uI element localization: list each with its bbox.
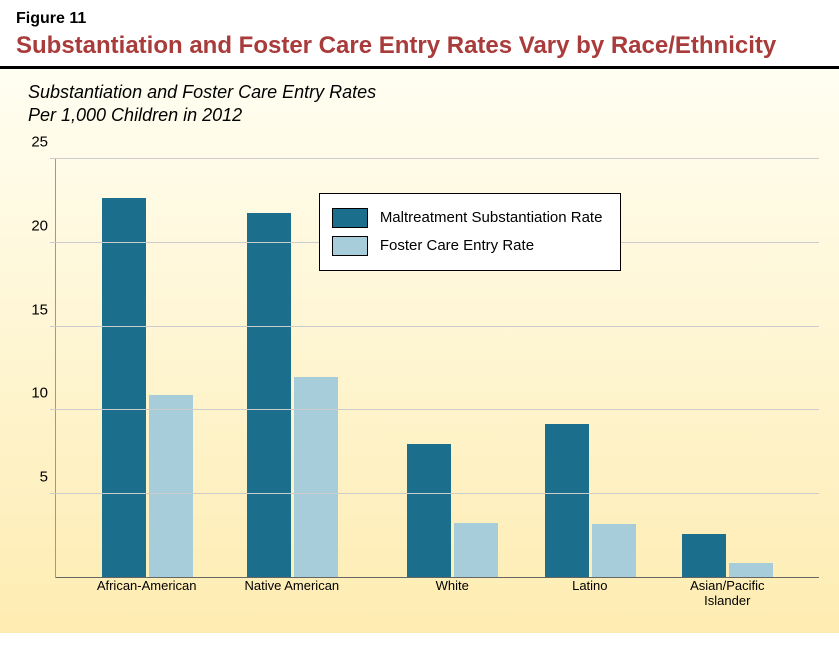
x-axis-labels: African-American Native American White Lati…	[55, 579, 819, 619]
legend-label: Maltreatment Substantiation Rate	[380, 209, 603, 226]
grid-line	[50, 493, 819, 494]
x-axis-label: Latino	[572, 579, 607, 594]
legend-item: Maltreatment Substantiation Rate	[332, 204, 603, 232]
x-axis-label: African-American	[97, 579, 197, 594]
legend-item: Foster Care Entry Rate	[332, 232, 603, 260]
y-tick-label: 10	[16, 385, 56, 402]
grid-line	[50, 409, 819, 410]
bar	[247, 213, 291, 578]
figure-number: Figure 11	[0, 0, 839, 32]
legend-swatch	[332, 236, 368, 256]
chart-area: Substantiation and Foster Care Entry Rat…	[0, 69, 839, 633]
bar	[729, 563, 773, 578]
chart-legend: Maltreatment Substantiation Rate Foster C…	[319, 193, 622, 271]
legend-label: Foster Care Entry Rate	[380, 237, 534, 254]
grid-line	[50, 158, 819, 159]
bar	[407, 444, 451, 578]
bar	[545, 424, 589, 578]
figure-subtitle: Substantiation and Foster Care Entry Rat…	[20, 77, 819, 138]
bar-group	[102, 198, 193, 578]
y-tick-label: 15	[16, 301, 56, 318]
x-axis-label: White	[436, 579, 469, 594]
figure-title: Substantiation and Foster Care Entry Rat…	[0, 32, 839, 66]
bar-group	[407, 444, 498, 578]
grid-line	[50, 326, 819, 327]
bar	[454, 523, 498, 578]
bar	[294, 377, 338, 578]
figure-container: Figure 11 Substantiation and Foster Care…	[0, 0, 839, 646]
bar	[149, 395, 193, 578]
x-axis-label: Native American	[245, 579, 340, 594]
legend-swatch	[332, 208, 368, 228]
bar	[592, 524, 636, 578]
bar-group	[545, 424, 636, 578]
subtitle-line1: Substantiation and Foster Care Entry Rat…	[28, 81, 819, 104]
y-tick-label: 5	[16, 469, 56, 486]
subtitle-line2: Per 1,000 Children in 2012	[28, 104, 819, 127]
y-tick-label: 20	[16, 217, 56, 234]
x-axis-label: Asian/PacificIslander	[690, 579, 764, 609]
bar	[682, 534, 726, 578]
bar	[102, 198, 146, 578]
bar-group	[682, 534, 773, 578]
y-tick-label: 25	[16, 134, 56, 151]
